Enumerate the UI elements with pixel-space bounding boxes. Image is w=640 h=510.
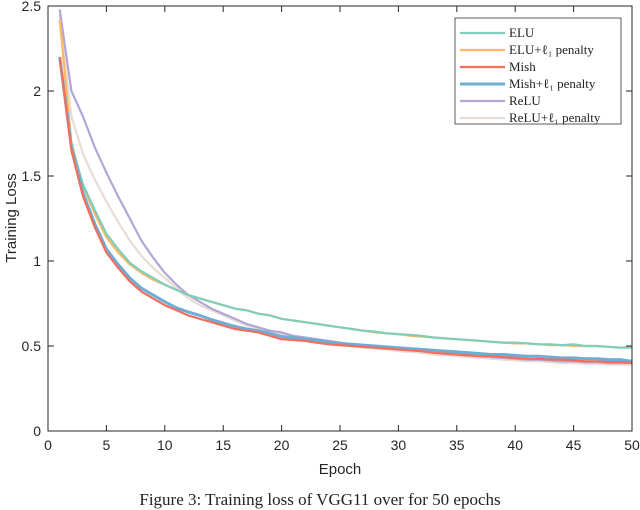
legend-label: ReLU [509,93,541,108]
x-tick-label: 50 [624,437,640,453]
x-tick-label: 25 [332,437,348,453]
x-tick-label: 5 [103,437,111,453]
y-tick-label: 0 [33,423,41,439]
legend-box [454,17,622,125]
x-tick-label: 30 [391,437,407,453]
legend: ELU ELU+ℓ₁ penalty Mish Mish+ℓ₁ penalty ReLU… [454,17,622,125]
y-tick-label: 1 [33,253,41,269]
legend-label: Mish+ℓ₁ penalty [509,76,596,91]
y-tick-label: 1.5 [22,168,42,184]
legend-label: ELU [509,25,535,40]
legend-label: ReLU+ℓ₁ penalty [509,110,601,125]
legend-label: ELU+ℓ₁ penalty [509,42,594,57]
legend-label: Mish [509,59,536,74]
y-tick-label: 2.5 [22,0,42,14]
y-tick-label: 2 [33,83,41,99]
series-layer [58,9,633,366]
x-tick-label: 10 [157,437,173,453]
x-tick-label: 15 [215,437,231,453]
x-tick-label: 0 [44,437,52,453]
series-line-mish-penalty [58,56,633,363]
series-line-elu [58,56,632,349]
series-line-mish [58,56,633,365]
x-tick-label: 35 [449,437,465,453]
ticks-layer: 0 5 10 15 20 25 30 35 40 45 50 0 0.5 1 1.5 2 2.5 [22,0,640,453]
y-axis-label: Training Loss [3,173,20,263]
x-tick-label: 20 [274,437,290,453]
figure-caption: Figure 3: Training loss of VGG11 over fo… [139,490,501,509]
y-tick-label: 0.5 [22,338,42,354]
x-axis-label: Epoch [319,461,362,478]
x-tick-label: 45 [566,437,582,453]
x-tick-label: 40 [507,437,523,453]
